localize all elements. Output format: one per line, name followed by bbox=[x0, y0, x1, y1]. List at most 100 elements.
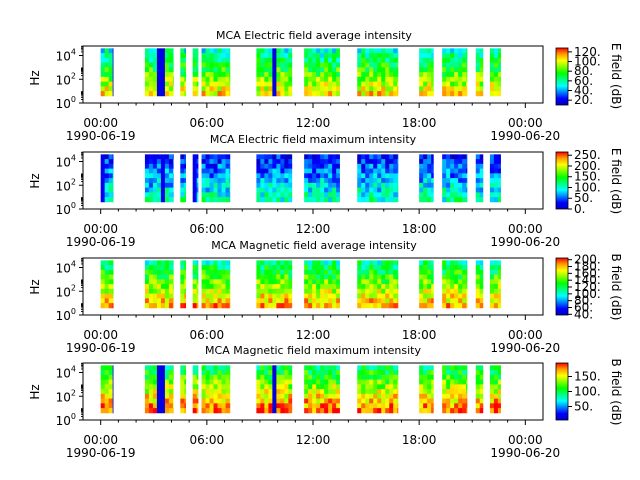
spectrogram-cell bbox=[284, 178, 289, 184]
spectrogram-cell bbox=[450, 192, 455, 198]
spectrogram-cell bbox=[256, 288, 261, 294]
spectrogram-cell bbox=[100, 72, 106, 78]
spectrogram-cell bbox=[497, 168, 501, 174]
spectrogram-cell bbox=[493, 159, 499, 165]
spectrogram-cell bbox=[385, 279, 390, 285]
spectrogram-cell bbox=[419, 393, 424, 399]
spectrogram-cell bbox=[489, 284, 495, 290]
spectrogram-cell bbox=[431, 379, 434, 385]
spectrogram-cell bbox=[361, 53, 366, 59]
spectrogram-cell bbox=[336, 48, 340, 54]
spectrogram-cell bbox=[462, 72, 467, 78]
spectrogram-cell bbox=[454, 182, 459, 188]
spectrogram-cell bbox=[196, 76, 199, 82]
spectrogram-cell bbox=[144, 76, 150, 82]
spectrogram-cell bbox=[462, 293, 467, 299]
spectrogram-cell bbox=[385, 154, 390, 160]
spectrogram-cell bbox=[308, 370, 313, 376]
spectrogram-cell bbox=[365, 288, 370, 294]
spectrogram-cell bbox=[427, 269, 432, 275]
spectrogram-cell bbox=[389, 269, 394, 275]
spectrogram-cell bbox=[144, 182, 150, 188]
spectrogram-cell bbox=[152, 293, 158, 299]
spectrogram-cell bbox=[336, 274, 340, 280]
spectrogram-cell bbox=[160, 374, 166, 380]
y-tick-label: 102 bbox=[56, 283, 76, 299]
spectrogram-cell bbox=[497, 389, 501, 395]
spectrogram-cell bbox=[385, 76, 390, 82]
spectrogram-cell bbox=[201, 159, 206, 165]
spectrogram-cell bbox=[312, 67, 317, 73]
spectrogram-cell bbox=[172, 168, 174, 174]
spectrogram-cell bbox=[100, 86, 106, 92]
spectrogram-cell bbox=[213, 269, 218, 275]
spectrogram-cell bbox=[475, 57, 481, 63]
spectrogram-cell bbox=[180, 91, 185, 97]
spectrogram-cell bbox=[260, 163, 265, 169]
spectrogram-cell bbox=[152, 370, 158, 376]
spectrogram-cell bbox=[369, 67, 374, 73]
spectrogram-cell bbox=[332, 163, 337, 169]
spectrogram-cell bbox=[112, 91, 114, 97]
spectrogram-cell bbox=[450, 284, 455, 290]
spectrogram-cell bbox=[373, 197, 378, 203]
spectrogram-cell bbox=[184, 197, 187, 203]
spectrogram-cell bbox=[148, 62, 154, 68]
spectrogram-cell bbox=[316, 76, 321, 82]
spectrogram-cell bbox=[288, 182, 293, 188]
spectrogram-cell bbox=[466, 168, 468, 174]
spectrogram-cell bbox=[454, 163, 459, 169]
x-tick-label: 06:00 bbox=[190, 116, 225, 130]
spectrogram-cell bbox=[160, 293, 166, 299]
spectrogram-cell bbox=[479, 398, 484, 404]
spectrogram-cell bbox=[272, 67, 277, 73]
spectrogram-cell bbox=[168, 284, 174, 290]
spectrogram-cell bbox=[184, 408, 187, 414]
spectrogram-cell bbox=[148, 53, 154, 59]
spectrogram-cell bbox=[276, 187, 281, 193]
spectrogram-cell bbox=[148, 192, 154, 198]
spectrogram-cell bbox=[213, 62, 218, 68]
spectrogram-cell bbox=[205, 398, 210, 404]
spectrogram-cell bbox=[320, 86, 325, 92]
spectrogram-cell bbox=[284, 398, 289, 404]
spectrogram-cell bbox=[336, 57, 340, 63]
spectrogram-cell bbox=[284, 91, 289, 97]
spectrogram-cell bbox=[229, 370, 231, 376]
spectrogram-cell bbox=[168, 197, 174, 203]
spectrogram-cell bbox=[180, 274, 185, 280]
spectrogram-cell bbox=[100, 192, 106, 198]
spectrogram-cell bbox=[148, 76, 154, 82]
spectrogram-cell bbox=[446, 178, 451, 184]
spectrogram-cell bbox=[196, 303, 199, 309]
spectrogram-cell bbox=[221, 284, 226, 290]
spectrogram-cell bbox=[458, 168, 463, 174]
spectrogram-cell bbox=[308, 154, 313, 160]
spectrogram-cell bbox=[357, 269, 362, 275]
spectrogram-cell bbox=[431, 365, 434, 371]
spectrogram-cell bbox=[168, 62, 174, 68]
spectrogram-cell bbox=[196, 408, 199, 414]
spectrogram-cell bbox=[260, 365, 265, 371]
spectrogram-cell bbox=[369, 293, 374, 299]
spectrogram-cell bbox=[489, 265, 495, 271]
spectrogram-cell bbox=[225, 91, 230, 97]
spectrogram-cell bbox=[381, 91, 386, 97]
spectrogram-cell bbox=[373, 168, 378, 174]
spectrogram-cell bbox=[361, 192, 366, 198]
spectrogram-cell bbox=[373, 48, 378, 54]
spectrogram-cell bbox=[172, 53, 174, 59]
spectrogram-cell bbox=[260, 293, 265, 299]
spectrogram-cell bbox=[229, 265, 231, 271]
spectrogram-cell bbox=[389, 265, 394, 271]
spectrogram-cell bbox=[152, 403, 158, 409]
spectrogram-cell bbox=[357, 197, 362, 203]
spectrogram-cell bbox=[320, 303, 325, 309]
spectrogram-cell bbox=[377, 168, 382, 174]
spectrogram-cell bbox=[431, 370, 434, 376]
spectrogram-cell bbox=[373, 389, 378, 395]
spectrogram-cell bbox=[225, 274, 230, 280]
spectrogram-cell bbox=[288, 398, 293, 404]
